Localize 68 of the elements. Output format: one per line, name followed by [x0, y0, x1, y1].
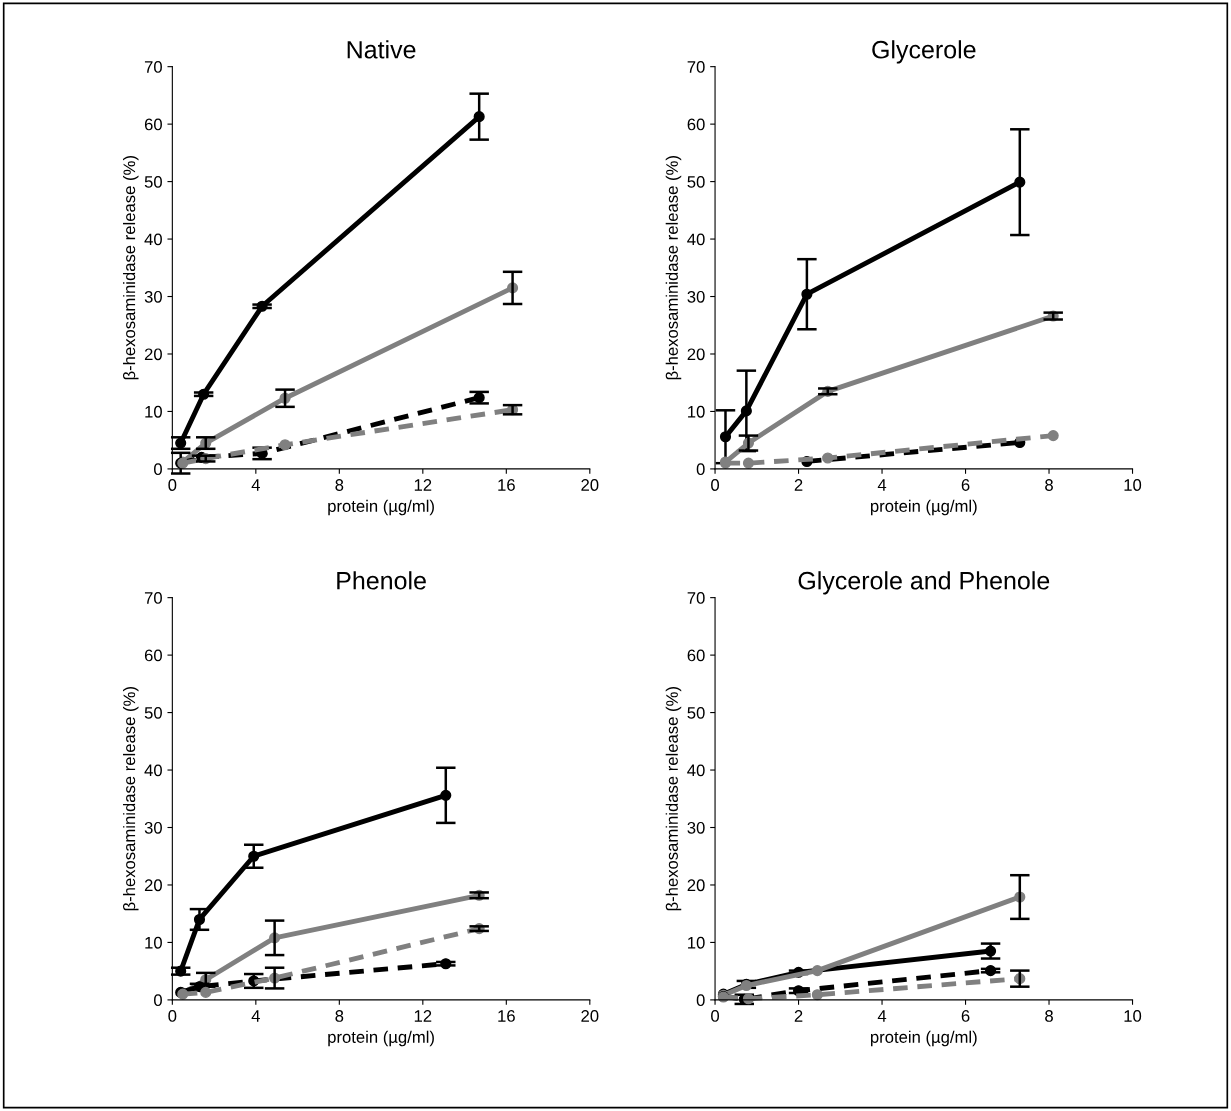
y-tick-label: 20 — [144, 879, 162, 892]
y-tick-label: 0 — [154, 994, 162, 1007]
x-tick-label: 2 — [794, 479, 803, 491]
x-tick-label: 16 — [498, 1010, 515, 1022]
x-tick-label: 4 — [877, 479, 887, 491]
y-tick-label: 30 — [144, 821, 162, 834]
y-tick-label: 10 — [688, 936, 705, 949]
x-tick-label: 0 — [168, 1010, 177, 1022]
x-tick-label: 0 — [168, 479, 177, 491]
x-tick-label: 2 — [794, 1010, 803, 1022]
y-tick-label: 30 — [687, 290, 705, 303]
y-tick-label: 30 — [144, 290, 162, 303]
y-tick-label: 50 — [144, 175, 162, 188]
x-tick-label: 8 — [1045, 1010, 1053, 1022]
y-tick-label: 70 — [687, 61, 705, 73]
x-axis-title: protein (µg/ml) — [870, 499, 977, 516]
x-tick-label: 8 — [335, 479, 344, 491]
x-tick-label: 8 — [1045, 479, 1053, 491]
y-tick-label: 10 — [145, 936, 162, 949]
y-tick-label: 40 — [687, 233, 705, 246]
y-tick-label: 40 — [144, 764, 162, 777]
y-tick-label: 30 — [687, 821, 705, 834]
y-tick-label: 70 — [144, 61, 162, 73]
chart-title: Glycerole — [872, 40, 976, 64]
chart-title: Phenole — [337, 571, 426, 590]
y-tick-label: 70 — [144, 592, 162, 604]
y-tick-label: 70 — [687, 592, 705, 604]
x-tick-label: 6 — [961, 1010, 970, 1022]
y-tick-label: 60 — [144, 649, 162, 662]
x-tick-label: 20 — [581, 1010, 599, 1022]
x-tick-label: 0 — [711, 479, 720, 491]
y-axis-title: β-hexosaminidase release (%) — [665, 156, 682, 380]
x-tick-label: 4 — [251, 479, 260, 491]
x-tick-label: 6 — [961, 479, 970, 491]
y-tick-label: 60 — [144, 118, 162, 131]
x-tick-label: 12 — [414, 1010, 432, 1022]
y-tick-label: 40 — [687, 764, 705, 777]
y-tick-label: 40 — [144, 233, 162, 246]
y-axis-title: β-hexosaminidase release (%) — [122, 156, 139, 380]
y-tick-label: 0 — [696, 994, 705, 1007]
y-tick-label: 10 — [688, 405, 705, 418]
y-tick-label: 50 — [687, 706, 705, 719]
y-axis-title: β-hexosaminidase release (%) — [665, 687, 682, 911]
y-tick-label: 20 — [144, 348, 162, 361]
x-axis-title: protein (µg/ml) — [328, 1030, 434, 1047]
y-tick-label: 20 — [687, 348, 705, 361]
x-tick-label: 12 — [414, 479, 432, 491]
y-tick-label: 60 — [687, 118, 705, 131]
y-tick-label: 60 — [687, 649, 705, 662]
x-axis-title: protein (µg/ml) — [328, 499, 434, 516]
y-tick-label: 10 — [145, 405, 162, 418]
chart-title: Glycerole and Phenole — [798, 571, 1050, 595]
y-tick-label: 0 — [154, 463, 162, 476]
x-tick-label: 16 — [498, 479, 515, 491]
y-tick-label: 50 — [144, 706, 162, 719]
y-tick-label: 0 — [696, 463, 705, 476]
y-tick-label: 50 — [687, 175, 705, 188]
x-tick-label: 4 — [877, 1010, 887, 1022]
x-tick-label: 20 — [581, 479, 599, 491]
x-tick-label: 10 — [1124, 1010, 1142, 1022]
x-axis-title: protein (µg/ml) — [870, 1030, 977, 1047]
x-tick-label: 4 — [251, 1010, 260, 1022]
x-tick-label: 0 — [711, 1010, 720, 1022]
y-tick-label: 20 — [687, 879, 705, 892]
y-axis-title: β-hexosaminidase release (%) — [122, 687, 139, 911]
x-tick-label: 10 — [1124, 479, 1142, 491]
chart-title: Native — [347, 40, 416, 59]
x-tick-label: 8 — [335, 1010, 344, 1022]
